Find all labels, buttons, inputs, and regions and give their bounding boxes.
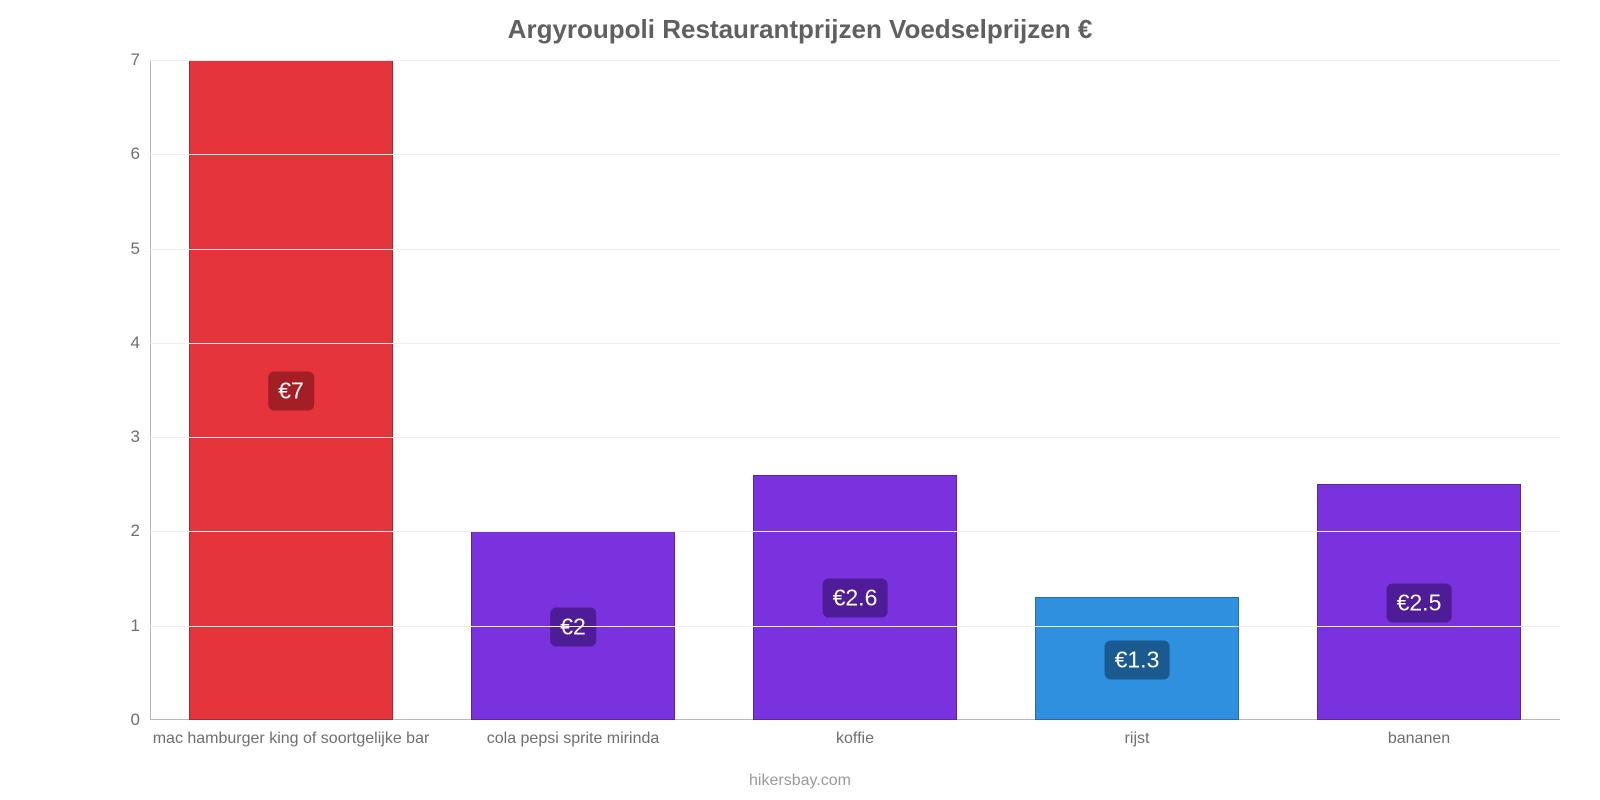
- y-tick-label: 4: [131, 333, 140, 353]
- grid-line: [150, 437, 1560, 438]
- grid-line: [150, 626, 1560, 627]
- bar: €1.3: [1035, 597, 1238, 720]
- bar-value-label: €1.3: [1105, 640, 1170, 679]
- x-category-label: rijst: [1125, 730, 1150, 748]
- plot-area: €7€2€2.6€1.3€2.5 01234567mac hamburger k…: [150, 60, 1560, 720]
- bar: €7: [189, 60, 392, 720]
- chart-container: Argyroupoli Restaurantprijzen Voedselpri…: [0, 0, 1600, 800]
- x-category-label: bananen: [1388, 730, 1450, 748]
- grid-line: [150, 249, 1560, 250]
- y-tick-label: 5: [131, 239, 140, 259]
- bar-value-label: €2.6: [823, 579, 888, 618]
- y-tick-label: 3: [131, 427, 140, 447]
- grid-line: [150, 531, 1560, 532]
- x-category-label: cola pepsi sprite mirinda: [487, 730, 660, 748]
- bar-value-label: €2.5: [1387, 584, 1452, 623]
- x-category-label: mac hamburger king of soortgelijke bar: [153, 730, 430, 748]
- grid-line: [150, 154, 1560, 155]
- y-tick-label: 1: [131, 616, 140, 636]
- chart-title: Argyroupoli Restaurantprijzen Voedselpri…: [0, 14, 1600, 45]
- attribution-text: hikersbay.com: [0, 772, 1600, 790]
- grid-line: [150, 343, 1560, 344]
- bars-group: €7 €2 €2.6 €1.3 €2.5: [150, 60, 1560, 720]
- y-tick-label: 6: [131, 144, 140, 164]
- x-category-label: koffie: [836, 730, 874, 748]
- y-tick-label: 7: [131, 50, 140, 70]
- bar-value-label: €7: [268, 372, 314, 411]
- bar-value-label: €2: [550, 607, 596, 646]
- bar: €2.6: [753, 475, 956, 720]
- bar: €2.5: [1317, 484, 1520, 720]
- y-tick-label: 2: [131, 521, 140, 541]
- grid-line: [150, 60, 1560, 61]
- y-tick-label: 0: [131, 710, 140, 730]
